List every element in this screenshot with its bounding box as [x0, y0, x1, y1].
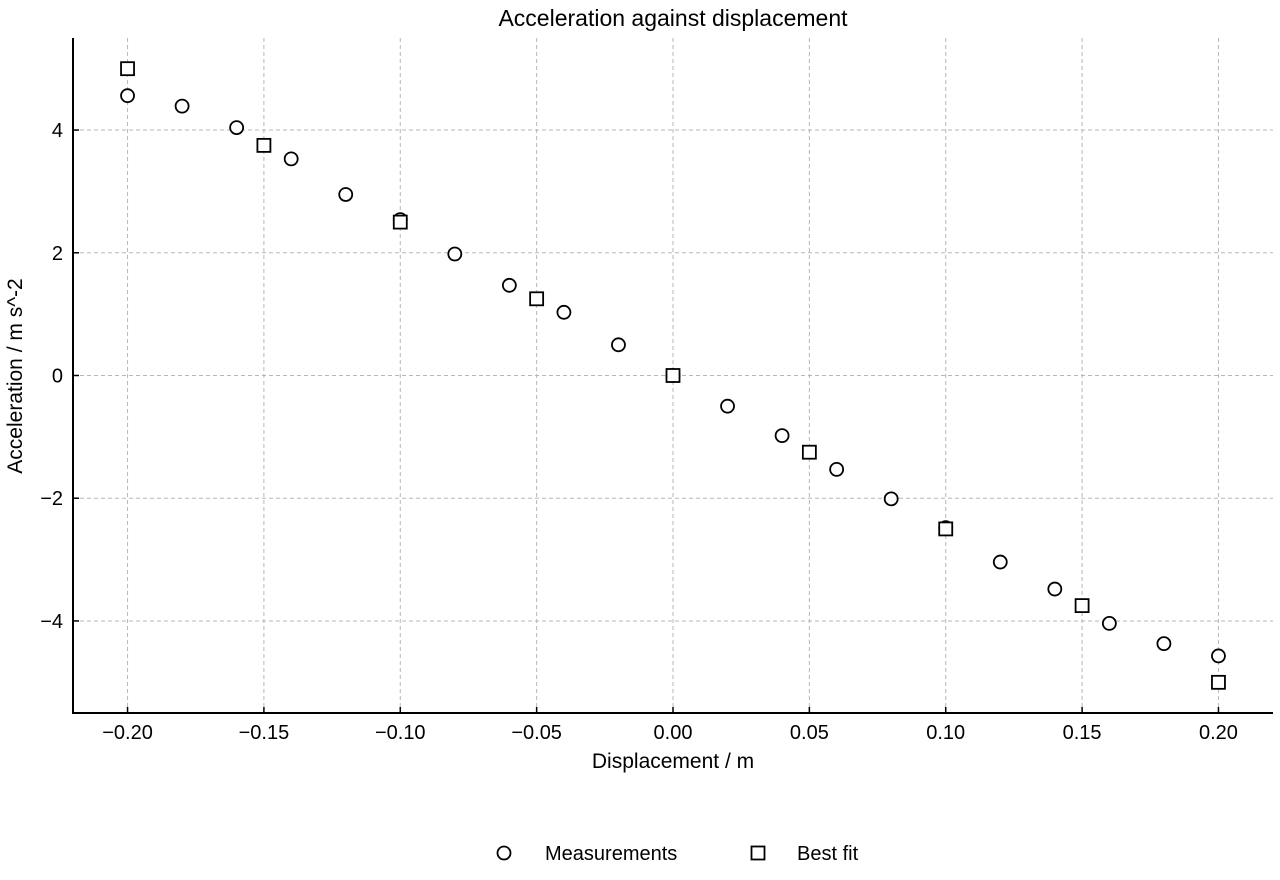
measurement-point-4 — [338, 187, 354, 202]
measurement-point-16 — [992, 554, 1008, 570]
chart-title: Acceleration against displacement — [498, 5, 848, 31]
x-tick-label-8: 0.20 — [1199, 722, 1238, 744]
x-tick-label-0: −0.20 — [102, 722, 153, 744]
legend-label-best-fit: Best fit — [797, 843, 859, 865]
measurement-point-20 — [1211, 648, 1226, 664]
x-tick-label-5: 0.05 — [790, 722, 829, 744]
measurement-point-1 — [174, 98, 190, 114]
x-tick-label-2: −0.10 — [375, 722, 426, 744]
y-tick-label-0: −4 — [40, 611, 63, 633]
measurement-point-7 — [501, 277, 517, 293]
y-tick-label-4: 4 — [52, 120, 63, 142]
measurement-point-3 — [283, 151, 299, 167]
measurement-point-14 — [883, 491, 899, 507]
measurement-point-6 — [447, 246, 463, 262]
y-tick-label-2: 0 — [52, 366, 63, 388]
measurement-point-0 — [120, 88, 135, 104]
best-fit-point-0 — [120, 61, 135, 77]
legend: Measurements Best fit — [496, 843, 859, 865]
x-tick-label-3: −0.05 — [511, 722, 562, 744]
measurement-point-11 — [720, 398, 735, 414]
x-tick-label-6: 0.10 — [926, 722, 965, 744]
best-fit-point-5 — [801, 444, 817, 460]
plot-points — [120, 61, 1226, 690]
x-tick-label-1: −0.15 — [239, 722, 290, 744]
measurement-point-13 — [829, 461, 845, 477]
y-tick-label-3: 2 — [52, 243, 63, 265]
legend-label-measurements: Measurements — [545, 843, 677, 865]
measurement-point-18 — [1101, 616, 1117, 631]
best-fit-point-8 — [1211, 674, 1226, 690]
measurement-point-9 — [611, 337, 626, 353]
y-tick-label-1: −2 — [40, 488, 63, 510]
measurement-point-8 — [556, 304, 572, 320]
legend-marker-best-fit — [750, 845, 766, 861]
best-fit-point-6 — [938, 521, 954, 537]
best-fit-point-7 — [1074, 598, 1090, 614]
legend-marker-measurements — [496, 845, 512, 861]
x-tick-label-4: 0.00 — [654, 722, 693, 744]
best-fit-point-4 — [665, 368, 681, 383]
measurement-point-17 — [1047, 581, 1063, 597]
best-fit-point-2 — [392, 214, 408, 230]
x-axis-ticks: −0.20 −0.15 −0.10 −0.05 0.00 0.05 0.10 0.15 0.20 — [102, 707, 1238, 744]
measurement-point-19 — [1156, 636, 1172, 652]
y-axis-ticks: −4 −2 0 2 4 — [40, 120, 79, 633]
measurement-point-12 — [774, 428, 790, 444]
x-tick-label-7: 0.15 — [1063, 722, 1102, 744]
measurement-point-2 — [229, 120, 245, 135]
x-axis-label: Displacement / m — [592, 750, 754, 773]
best-fit-point-3 — [529, 291, 545, 307]
best-fit-point-1 — [256, 137, 272, 153]
y-axis-label: Acceleration / m s^-2 — [4, 278, 27, 473]
